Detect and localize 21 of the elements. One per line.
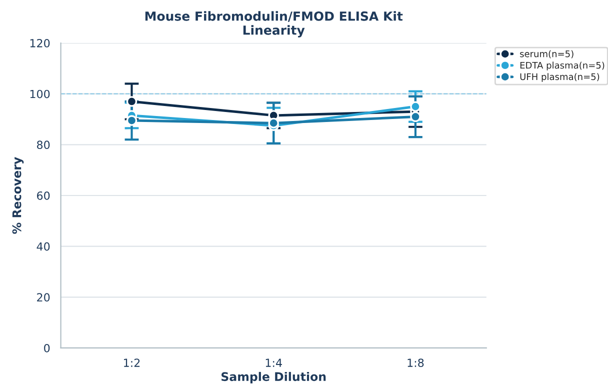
- y-tick-label: 120: [30, 38, 50, 48]
- y-tick-label: 60: [37, 191, 50, 200]
- y-tick-label: 100: [30, 90, 50, 98]
- y-tick-label: 40: [36, 242, 50, 251]
- y-axis-title: % Recovery: [12, 157, 24, 234]
- point: [410, 111, 421, 122]
- x-tick-label: 1:4: [266, 358, 282, 367]
- x-tick-label: 1:2: [124, 358, 140, 367]
- y-tick-label: 0: [44, 344, 50, 352]
- x-axis-title: Sample Dilution: [222, 372, 326, 384]
- y-tick-label: 20: [37, 293, 50, 302]
- point: [268, 118, 279, 128]
- legend-label: serum(n=5): [520, 50, 574, 58]
- x-tick-label: 1:8: [408, 358, 424, 368]
- legend-label: UFH plasma(n=5): [520, 73, 600, 82]
- chart-title: Mouse Fibromodulin/FMOD ELISA Kit Linearity: [145, 11, 403, 38]
- point: [126, 115, 138, 126]
- point: [126, 96, 138, 107]
- y-tick-label: 80: [37, 140, 50, 150]
- legend-label: EDTA plasma(n=5): [520, 62, 604, 70]
- point: [410, 101, 421, 112]
